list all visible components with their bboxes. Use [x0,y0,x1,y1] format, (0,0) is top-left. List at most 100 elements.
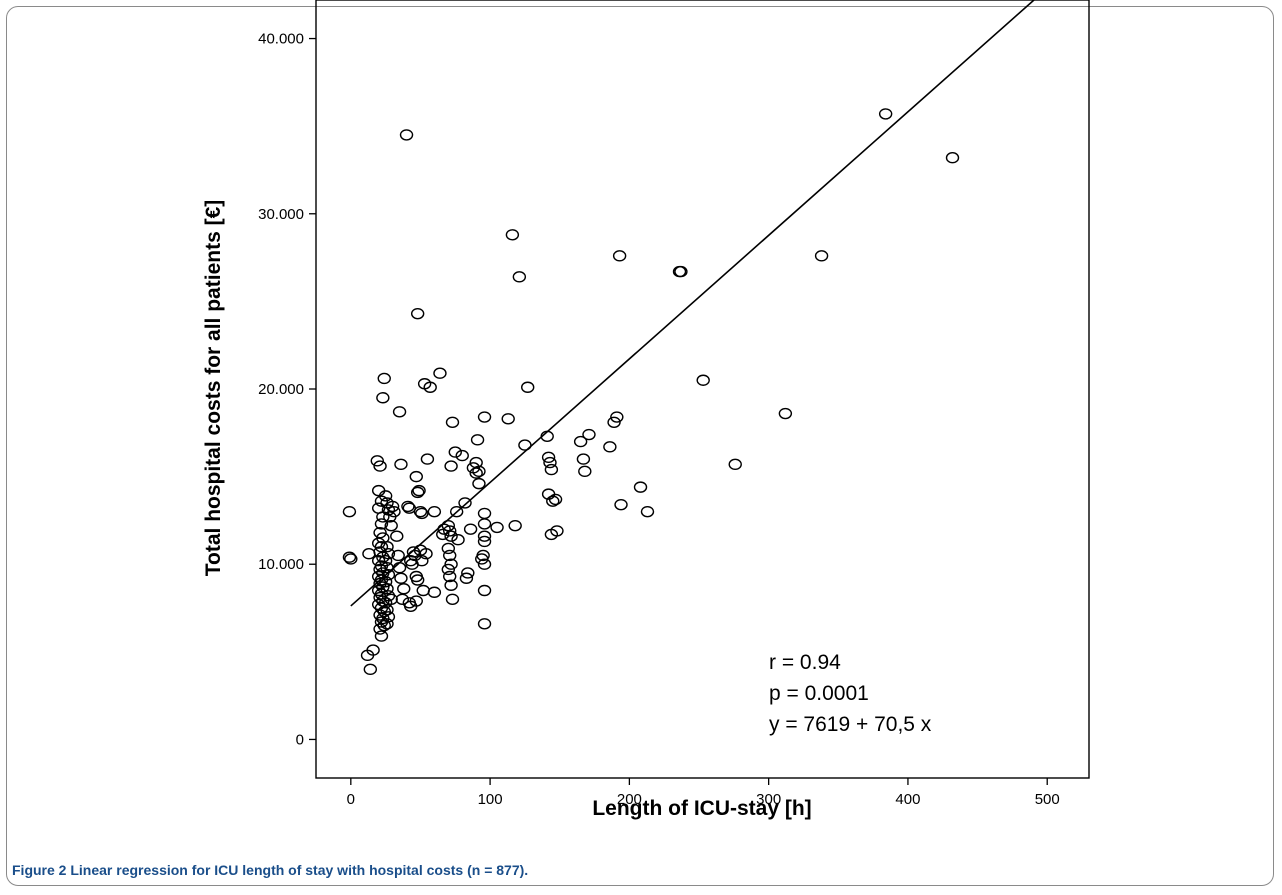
data-point [394,458,408,471]
data-point [490,521,504,534]
data-point [378,490,393,502]
data-point [399,129,414,141]
data-point [476,549,490,562]
y-tick-label: 30.000 [258,206,304,223]
x-tick-label: 200 [617,791,642,808]
data-point [381,569,396,581]
data-point [444,579,458,591]
y-tick-label: 40.000 [258,31,304,48]
data-point [374,518,389,530]
data-point [505,229,520,241]
y-axis-title: Total hospital costs for all patients [€… [202,200,225,577]
data-point [607,416,621,428]
data-point [550,525,564,537]
x-tick-label: 500 [1035,791,1060,808]
y-tick-label: 10.000 [258,556,304,573]
data-point [470,434,485,446]
data-point [477,530,492,542]
data-point [410,486,425,499]
data-point [380,604,394,616]
data-point [415,555,429,567]
data-point [401,500,415,513]
data-point [412,484,426,497]
data-point [543,456,557,469]
data-point [640,505,655,518]
data-point [416,584,430,597]
data-point [409,595,423,607]
data-point [477,518,492,530]
data-point [444,558,458,570]
data-point [501,413,515,425]
data-point [443,549,457,562]
data-point [366,644,380,656]
x-tick-label: 400 [895,791,920,808]
data-point [696,374,710,386]
x-tick-label: 100 [478,791,503,808]
data-point [945,152,960,164]
statistics-line: r = 0.94 [769,651,841,674]
data-point [394,572,408,584]
data-point [576,453,591,465]
data-point [387,505,401,518]
data-point [392,406,407,418]
data-point [448,446,462,458]
data-point [548,493,563,506]
data-point [445,593,460,605]
data-point [445,416,460,428]
data-point [409,470,423,483]
data-point [427,586,442,598]
data-point [376,392,390,404]
data-point [477,584,492,597]
data-point [458,497,472,509]
data-point [512,271,527,283]
data-point [463,523,478,535]
data-point [380,618,394,630]
figure-caption: Figure 2 Linear regression for ICU lengt… [12,862,528,878]
data-point [378,576,393,588]
data-points [342,108,960,676]
data-point [371,555,386,567]
statistics-line: y = 7619 + 70,5 x [769,713,932,736]
data-point [344,553,358,565]
scatter-chart: 0 100 200 300 400 500 0 10.000 20.000 30.000 40.0… [202,0,1090,820]
data-point [459,572,474,584]
data-point [371,484,386,497]
data-point [451,533,465,546]
data-point [778,407,793,420]
data-point [377,372,391,385]
data-point [544,463,559,476]
data-point [441,563,456,576]
data-point [392,562,407,574]
data-point [427,505,442,518]
data-point [674,265,688,278]
data-point [342,551,357,563]
data-point [477,618,492,630]
data-point [477,411,492,423]
plot-area-border [315,0,1090,779]
y-axis: 0 10.000 20.000 30.000 40.000 [258,31,316,748]
data-point [395,593,410,605]
data-point [410,574,425,586]
data-point [878,108,893,120]
data-point [415,507,429,520]
data-point [814,250,829,262]
data-point [603,441,617,453]
data-point [614,498,628,511]
data-point [381,611,396,623]
data-point [391,549,405,562]
data-point [477,558,492,570]
data-point [443,570,457,583]
data-point [410,307,425,320]
data-point [385,500,400,513]
figure-caption-label: Figure 2 [12,862,67,878]
data-point [380,541,394,553]
y-tick-label: 0 [296,731,304,748]
data-point [420,453,435,465]
data-point [455,449,469,462]
data-point [378,555,393,567]
data-point [472,477,486,490]
data-point [441,542,456,555]
data-point [362,548,376,560]
data-point [363,663,378,676]
data-point [546,495,560,507]
